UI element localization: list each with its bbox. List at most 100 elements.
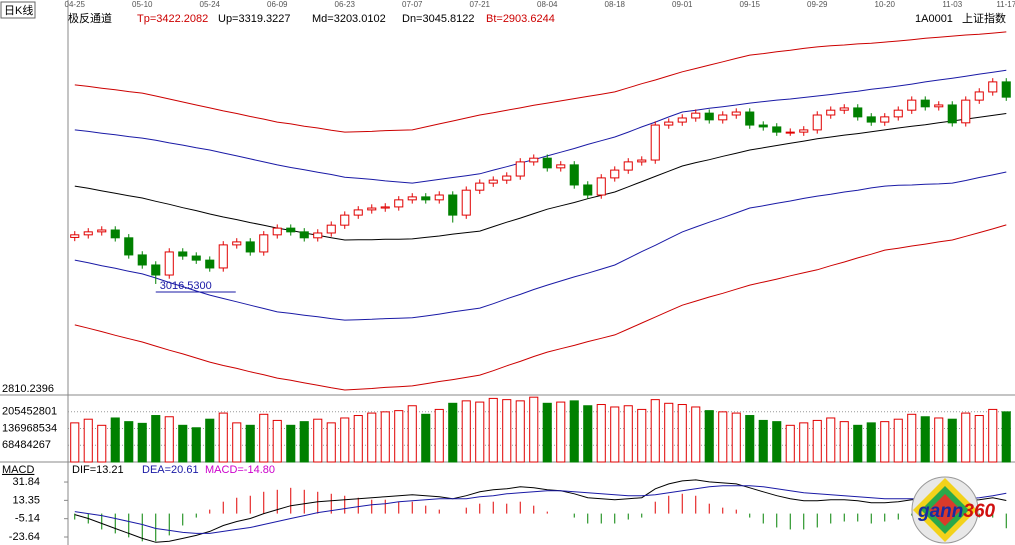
x-tick-label: 11-17: [996, 0, 1015, 9]
index-code: 1A0001: [915, 13, 953, 25]
candle-body: [137, 254, 147, 266]
volume-bar: [272, 419, 282, 463]
channel-line: [74, 171, 1007, 321]
candle-body: [988, 81, 998, 93]
panel-title: MACD: [2, 464, 34, 476]
volume-bar: [299, 421, 309, 463]
candle-body: [745, 111, 755, 126]
candle-body: [758, 124, 768, 128]
legend-entry: MACD=-14.80: [205, 464, 275, 476]
candle-body: [920, 99, 930, 108]
candle-body: [205, 259, 215, 269]
annotation: 3016.5300: [160, 280, 212, 292]
x-tick-label: 07-21: [470, 0, 491, 9]
candle-body: [812, 114, 822, 131]
volume-bar: [70, 422, 80, 463]
volume-bar: [191, 427, 201, 463]
candle-body: [448, 194, 458, 216]
volume-bar: [529, 396, 539, 463]
volume-bar: [286, 424, 296, 463]
candle-body: [961, 99, 971, 124]
candle-body: [515, 161, 525, 177]
candle-body: [907, 99, 917, 111]
indicator-value: Bt=2903.6244: [486, 13, 555, 25]
volume-bar: [718, 411, 728, 463]
legend-entry: DIF=13.21: [72, 464, 124, 476]
candle-body: [259, 234, 269, 253]
volume-bar: [664, 402, 674, 463]
channel-line: [74, 224, 1007, 391]
candle-body: [880, 116, 890, 123]
volume-bar: [920, 416, 930, 463]
volume-bar: [650, 399, 660, 463]
macd-line: [74, 485, 1007, 534]
volume-bar: [313, 418, 323, 463]
volume-bar: [488, 397, 498, 463]
volume-bar: [164, 416, 174, 463]
volume-bar: [758, 419, 768, 463]
candle-body: [164, 251, 174, 276]
x-tick-label: 04-25: [65, 0, 86, 9]
volume-bar: [515, 400, 525, 463]
volume-bar: [340, 417, 350, 463]
indicator-value: Tp=3422.2082: [137, 13, 208, 25]
candle-body: [218, 244, 228, 269]
x-tick-label: 10-20: [875, 0, 896, 9]
x-tick-label: 09-29: [807, 0, 828, 9]
volume-bar: [677, 404, 687, 463]
x-tick-label: 05-10: [132, 0, 153, 9]
candle-body: [434, 194, 444, 201]
candle-body: [394, 199, 404, 208]
channel-line: [74, 31, 1007, 133]
volume-bar: [812, 419, 822, 463]
volume-bar: [502, 399, 512, 463]
candle-body: [461, 189, 471, 216]
candle-body: [826, 109, 836, 116]
candle-body: [934, 104, 944, 108]
volume-bar: [988, 408, 998, 463]
volume-bar: [745, 415, 755, 463]
candle-body: [569, 164, 579, 186]
x-tick-label: 09-15: [740, 0, 761, 9]
volume-bar: [151, 415, 161, 463]
volume-bar: [407, 405, 417, 463]
candle-body: [313, 232, 323, 239]
volume-bar: [731, 412, 741, 463]
period-box: [0, 1, 36, 19]
candle-body: [583, 184, 593, 196]
period-label: 日K线: [4, 3, 33, 17]
volume-bar: [934, 417, 944, 463]
candle-body: [326, 224, 336, 234]
candle-body: [1001, 81, 1011, 98]
volume-bar: [1001, 411, 1011, 463]
logo: gann360: [911, 476, 996, 544]
volume-bar: [880, 421, 890, 463]
volume-bar: [907, 413, 917, 463]
volume-bar: [421, 413, 431, 463]
volume-bar: [137, 422, 147, 463]
candle-body: [799, 129, 809, 133]
volume-bar: [704, 410, 714, 463]
logo-part: 360: [963, 501, 995, 522]
volume-bar: [394, 410, 404, 463]
volume-bar: [380, 411, 390, 463]
y-tick-label: -23.64: [9, 531, 40, 543]
candle-body: [637, 159, 647, 163]
volume-bar: [772, 421, 782, 463]
volume-bar: [218, 412, 228, 463]
candle-body: [299, 231, 309, 239]
y-tick-label: 136968534: [2, 422, 57, 434]
volume-bar: [83, 418, 93, 463]
volume-bar: [205, 418, 215, 463]
x-tick-label: 11-03: [942, 0, 962, 9]
candle-body: [691, 112, 701, 119]
candle-body: [866, 116, 876, 123]
candle-body: [97, 229, 107, 233]
candle-body: [772, 126, 782, 133]
candle-body: [272, 227, 282, 236]
macd-line: [74, 479, 1007, 543]
volume-bar: [853, 424, 863, 463]
candle-body: [650, 124, 660, 161]
candle-body: [664, 121, 674, 126]
volume-bar: [866, 422, 876, 463]
